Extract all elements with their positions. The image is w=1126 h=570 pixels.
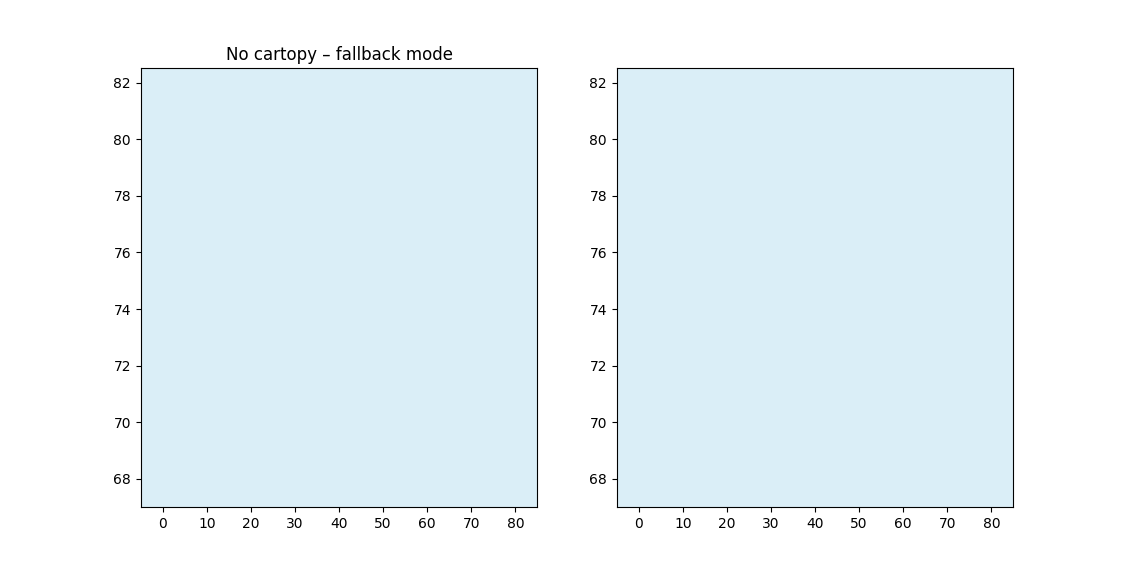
Title: No cartopy – fallback mode: No cartopy – fallback mode — [225, 46, 453, 64]
